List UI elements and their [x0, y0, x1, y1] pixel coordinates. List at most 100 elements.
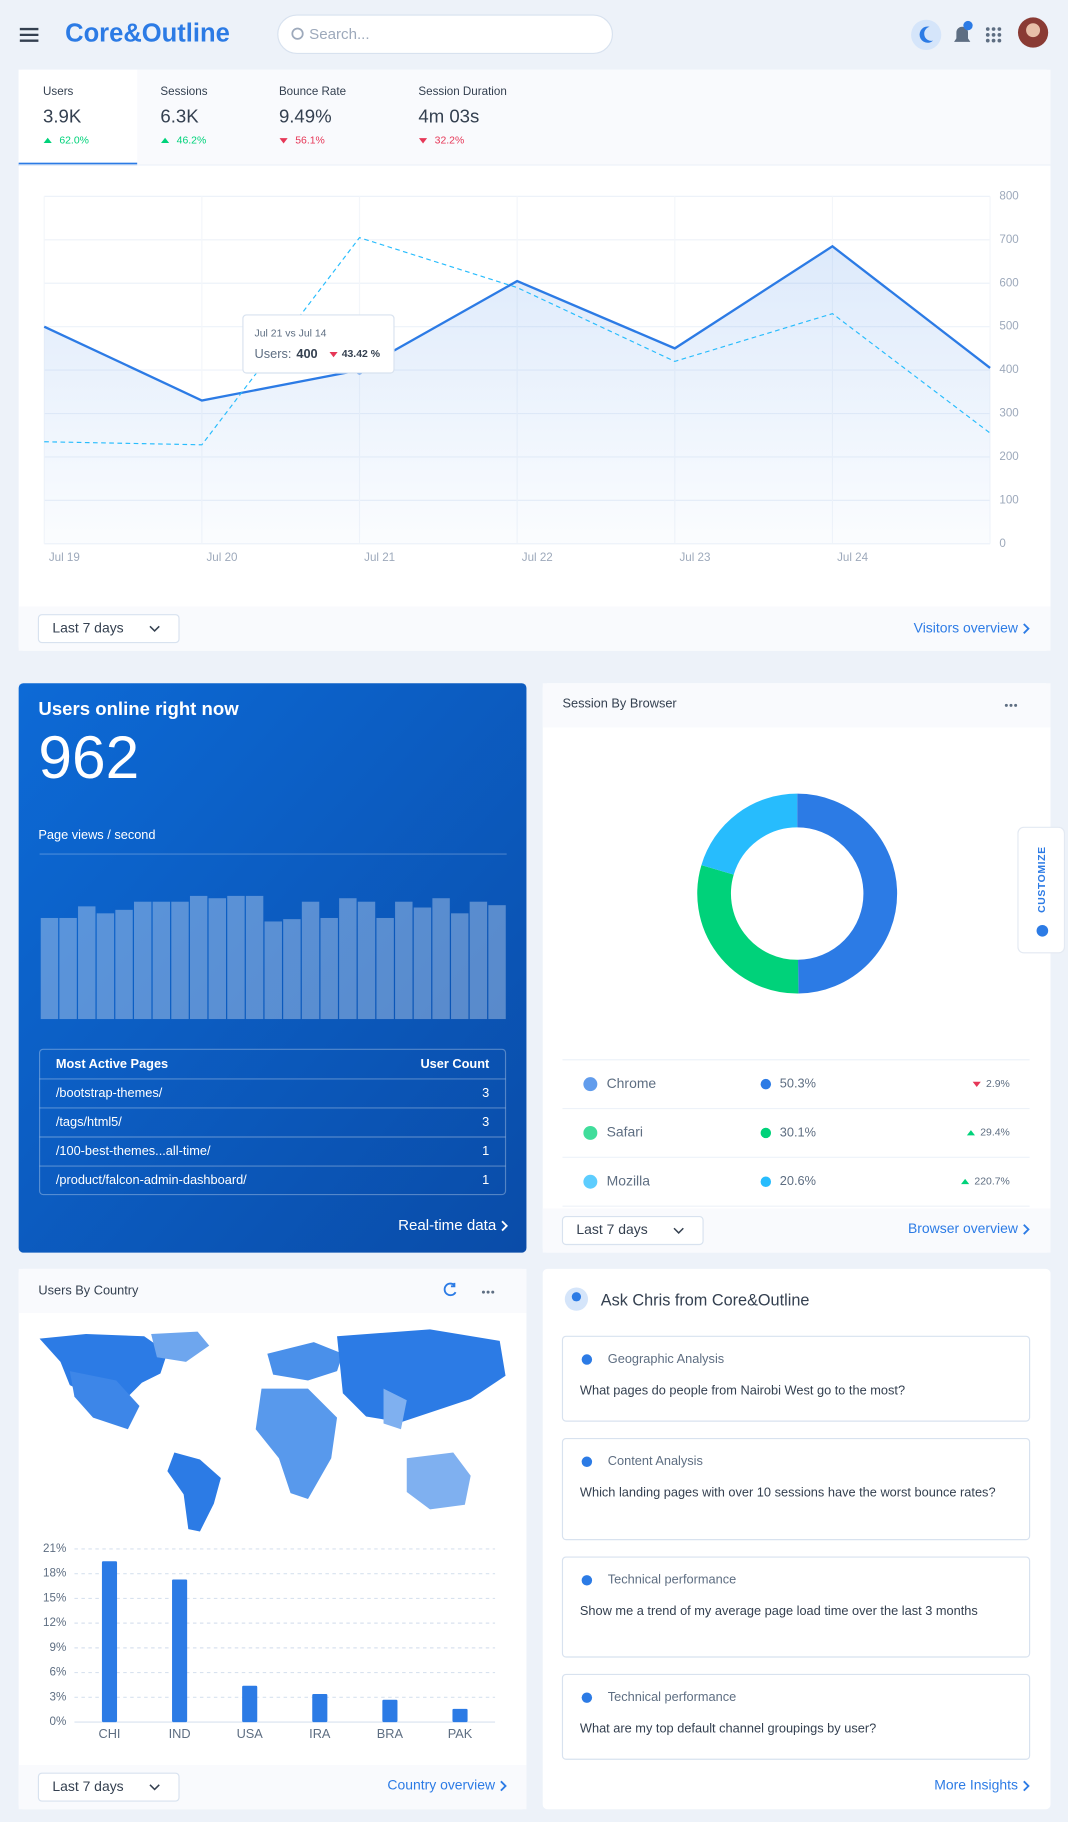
card-title: Users online right now: [38, 698, 239, 719]
apps-icon[interactable]: [985, 27, 1002, 43]
browser-share: 30.1%: [780, 1124, 816, 1139]
bar: [227, 895, 245, 1020]
tooltip: [242, 314, 395, 374]
bar: [452, 1708, 468, 1723]
question-text: What are my top default channel grouping…: [579, 1722, 877, 1737]
browser-change: 29.4%: [980, 1128, 1010, 1139]
table-cell: 3: [482, 1085, 489, 1100]
bar: [301, 901, 320, 1020]
bell-icon[interactable]: [954, 26, 971, 42]
link[interactable]: More Insights: [934, 1777, 1018, 1793]
change-arrow: [966, 1130, 975, 1136]
search-icon: [291, 27, 304, 40]
y-tick-label: 200: [999, 450, 1018, 463]
y-tick-label: 3%: [50, 1690, 67, 1703]
link[interactable]: Country overview: [387, 1777, 496, 1793]
suggestion-question: What pages do people from Nairobi West g…: [579, 1383, 906, 1398]
select-value: Last 7 days: [52, 619, 123, 635]
suggestion[interactable]: [561, 1673, 1031, 1760]
online-count: 962: [38, 723, 139, 791]
more-icon[interactable]: [481, 1290, 495, 1294]
theme-toggle[interactable]: [911, 19, 942, 50]
change-arrow: [279, 138, 288, 144]
bar: [189, 895, 208, 1020]
menu-icon[interactable]: [19, 27, 39, 42]
bar: [78, 906, 96, 1020]
y-tick-label: 700: [999, 233, 1018, 246]
x-tick-label: Jul 20: [207, 551, 238, 564]
chevron: [500, 1780, 507, 1792]
metric-label: Users: [43, 85, 74, 98]
more-icon[interactable]: [1004, 703, 1018, 707]
metric-value: 3.9K: [43, 105, 82, 126]
y-tick-label: 15%: [43, 1591, 66, 1604]
refresh-icon[interactable]: [443, 1282, 457, 1297]
browser-share: 50.3%: [780, 1076, 816, 1091]
suggestion-heading: Content Analysis: [608, 1453, 703, 1468]
bar: [382, 1699, 398, 1723]
bar: [451, 913, 469, 1020]
y-tick-label: 600: [999, 276, 1018, 289]
assistant-icon-dot: [571, 1292, 582, 1302]
metric-value: 9.49%: [279, 105, 332, 126]
table-header: User Count: [420, 1056, 490, 1071]
avatar-face: [1026, 23, 1041, 38]
x-tick-label: Jul 23: [679, 551, 710, 564]
x-tick-label: USA: [237, 1726, 264, 1741]
suggestion-question: What are my top default channel grouping…: [579, 1722, 877, 1737]
bar: [40, 917, 59, 1020]
bar: [245, 895, 264, 1020]
card-footer: [18, 606, 1051, 651]
suggestion[interactable]: [561, 1437, 1031, 1541]
active-tab[interactable]: [18, 69, 138, 166]
search-box[interactable]: [277, 14, 614, 55]
change-arrow: [418, 138, 428, 144]
bar: [283, 919, 301, 1020]
bar: [152, 901, 171, 1020]
suggestion[interactable]: [561, 1335, 1031, 1422]
legend-dot: [760, 1078, 772, 1090]
legend-dot: [760, 1127, 772, 1139]
tabs-bar: [18, 69, 1051, 166]
bar: [115, 909, 133, 1020]
question-text: Which landing pages with over 10 session…: [579, 1486, 996, 1501]
line-series: [44, 236, 991, 446]
customize-label: CUSTOMIZE: [1037, 846, 1048, 913]
suggestion[interactable]: [561, 1556, 1031, 1658]
metric-value: 4m 03s: [418, 105, 479, 126]
bar: [357, 901, 376, 1020]
table-cell: /100-best-themes...all-time/: [56, 1143, 211, 1158]
notification-dot: [963, 20, 973, 31]
bar: [242, 1685, 258, 1723]
select[interactable]: [561, 1216, 704, 1246]
select[interactable]: [37, 1772, 180, 1802]
customize-tab[interactable]: [1017, 826, 1066, 954]
select[interactable]: [37, 614, 180, 644]
bar: [172, 1579, 188, 1723]
bar: [469, 901, 488, 1020]
change-arrow: [43, 137, 52, 144]
chevron: [1023, 1224, 1030, 1235]
y-tick-label: 21%: [43, 1542, 66, 1555]
suggestion-icon: [581, 1354, 593, 1365]
subtitle: Page views / second: [38, 827, 155, 842]
y-tick-label: 100: [999, 493, 1018, 506]
suggestion-heading: Technical performance: [608, 1689, 736, 1704]
search-placeholder: Search...: [309, 26, 369, 43]
link[interactable]: Visitors overview: [914, 619, 1019, 635]
select-value: Last 7 days: [52, 1778, 123, 1794]
link[interactable]: Browser overview: [908, 1220, 1019, 1236]
suggestion-question: Which landing pages with over 10 session…: [579, 1486, 996, 1501]
x-tick-label: BRA: [377, 1726, 404, 1741]
line-series: [43, 244, 991, 402]
link[interactable]: Real-time data: [398, 1217, 497, 1234]
browser-change: 2.9%: [986, 1079, 1010, 1090]
metric-label: Session Duration: [418, 85, 506, 98]
card-title: Session By Browser: [562, 696, 677, 711]
change-arrow: [161, 137, 170, 144]
suggestion-icon: [581, 1456, 593, 1468]
table-cell: 1: [482, 1172, 489, 1187]
x-tick-label: IND: [169, 1726, 191, 1741]
question-text: What pages do people from Nairobi West g…: [579, 1383, 906, 1398]
question-text: Show me a trend of my average page load …: [579, 1604, 978, 1619]
